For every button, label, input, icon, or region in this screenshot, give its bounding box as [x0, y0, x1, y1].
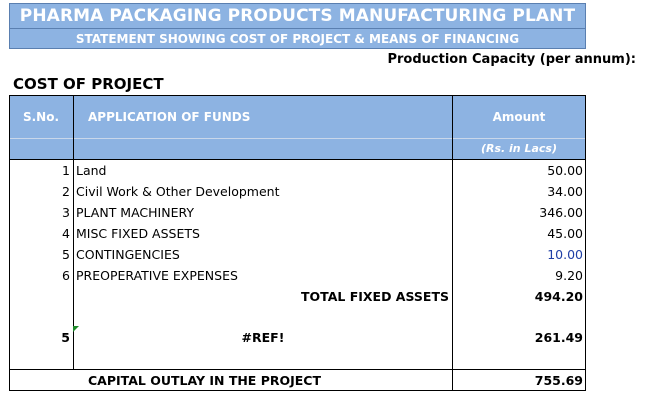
row-sno: 3 — [62, 205, 70, 220]
row-desc: PLANT MACHINERY — [76, 205, 194, 220]
plant-title: PHARMA PACKAGING PRODUCTS MANUFACTURING … — [9, 3, 586, 29]
amount-column-divider — [452, 95, 453, 391]
table-bottom-border — [9, 390, 586, 391]
row-desc: CONTINGENCIES — [76, 247, 180, 262]
outlay-top-border — [9, 369, 586, 370]
table-left-border — [9, 95, 10, 391]
col-header-sno: S.No. — [9, 95, 73, 138]
sno-column-divider — [73, 95, 74, 369]
row-amount: 45.00 — [547, 226, 583, 241]
table-right-border — [585, 95, 586, 391]
row-desc: MISC FIXED ASSETS — [76, 226, 200, 241]
row-amount: 346.00 — [539, 205, 583, 220]
row-desc: Land — [76, 163, 107, 178]
row-amount: 34.00 — [547, 184, 583, 199]
header-bottom-border — [9, 159, 586, 160]
unit-row-fill — [9, 138, 586, 159]
capital-outlay-amount: 755.69 — [534, 373, 583, 388]
table-top-border — [9, 95, 586, 96]
production-capacity-label: Production Capacity (per annum): — [387, 52, 636, 67]
section-title: COST OF PROJECT — [13, 75, 164, 93]
statement-subtitle: STATEMENT SHOWING COST OF PROJECT & MEAN… — [9, 29, 586, 49]
ref-error-cell: #REF! — [241, 330, 285, 345]
header-divider — [9, 138, 586, 139]
row-sno: 4 — [62, 226, 70, 241]
row-amount: 50.00 — [547, 163, 583, 178]
ref-row-amount: 261.49 — [534, 330, 583, 345]
unit-label: (Rs. in Lacs) — [452, 138, 586, 159]
row-sno: 6 — [62, 268, 70, 283]
row-desc: PREOPERATIVE EXPENSES — [76, 268, 238, 283]
row-desc: Civil Work & Other Development — [76, 184, 280, 199]
capital-outlay-label: CAPITAL OUTLAY IN THE PROJECT — [88, 373, 322, 388]
col-header-application: APPLICATION OF FUNDS — [73, 95, 452, 138]
ref-row-sno: 5 — [61, 330, 70, 345]
comment-indicator-icon — [73, 326, 79, 332]
row-sno: 2 — [62, 184, 70, 199]
row-amount: 10.00 — [547, 247, 583, 262]
total-fixed-assets-label: TOTAL FIXED ASSETS — [301, 289, 449, 304]
col-header-amount: Amount — [452, 95, 586, 138]
row-sno: 5 — [62, 247, 70, 262]
row-sno: 1 — [62, 163, 70, 178]
total-fixed-assets-amount: 494.20 — [534, 289, 583, 304]
row-amount: 9.20 — [555, 268, 583, 283]
